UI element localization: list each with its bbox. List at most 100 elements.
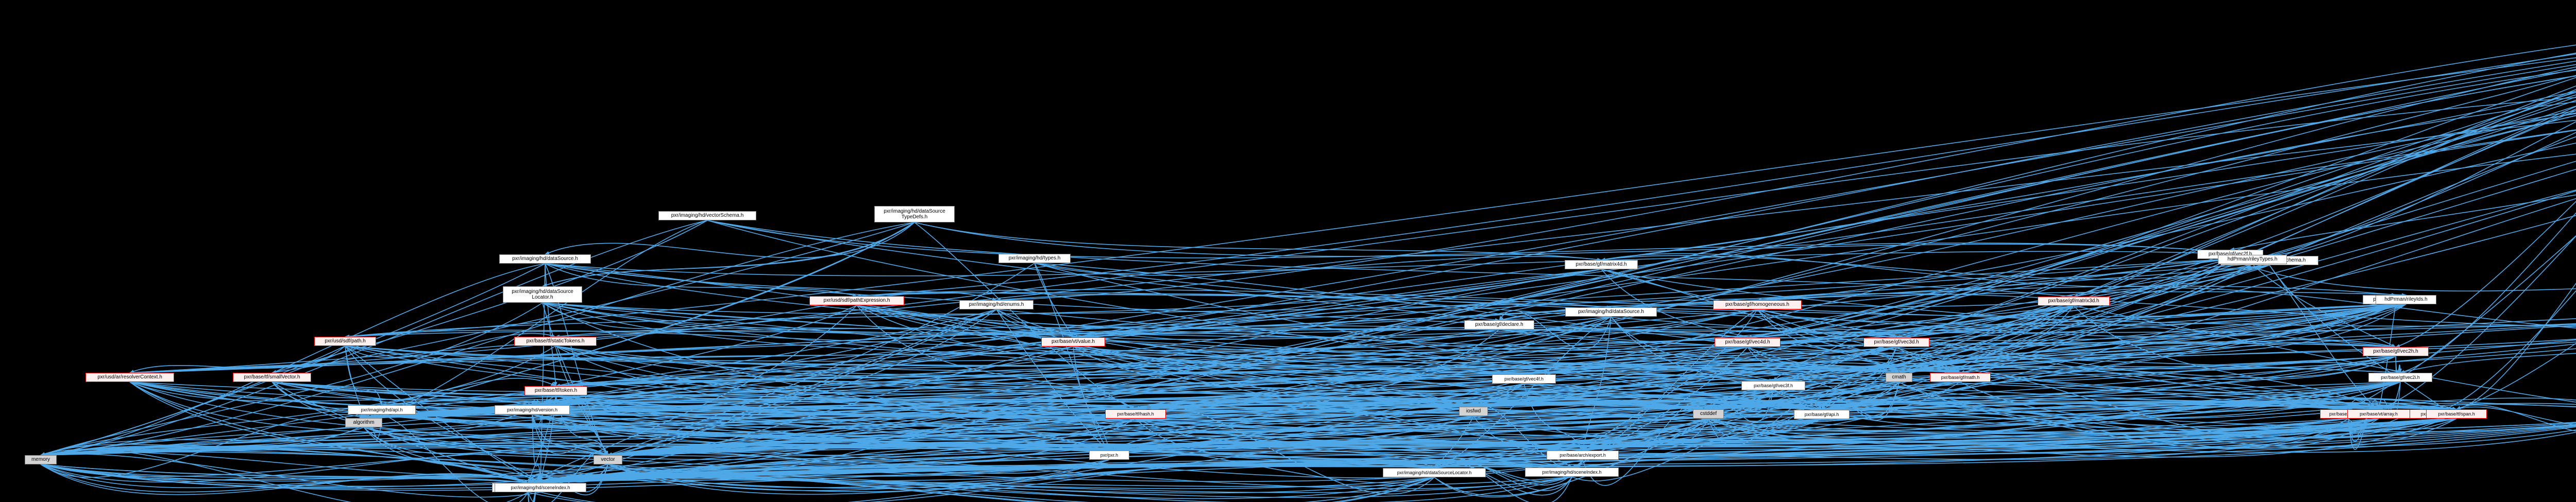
graph-edge [1473, 115, 2576, 408]
graph-node[interactable]: pxr/imaging/hd/types.h [998, 254, 1071, 263]
graph-edge [40, 345, 346, 456]
graph-edge [129, 382, 2445, 411]
graph-node[interactable]: pxr/imaging/hd/vectorSchema.h [658, 211, 756, 220]
graph-edge [1747, 92, 2576, 339]
graph-edge [607, 458, 1435, 495]
graph-edge [1523, 365, 2401, 412]
graph-node[interactable]: pxr/base/gf/api.h [1794, 410, 1850, 419]
graph-node[interactable]: pxr/imaging/hd/version.h [495, 405, 570, 414]
graph-edge [2073, 287, 2576, 328]
graph-edge [545, 251, 2253, 276]
graph-edge [555, 345, 1961, 376]
graph-node[interactable]: pxr/base/tf/token.h [524, 386, 587, 395]
graph-edge [129, 97, 2576, 375]
graph-node[interactable]: pxr/imaging/hd/enums.h [959, 300, 1033, 309]
graph-node[interactable]: cstddef [1693, 409, 1724, 419]
graph-node[interactable]: vector [594, 455, 622, 464]
graph-node[interactable]: pxr/base/gf/vec4d.h [1715, 338, 1781, 347]
graph-edge [345, 269, 1602, 338]
graph-edge [555, 305, 2074, 388]
graph-edge [1571, 85, 2576, 469]
graph-node[interactable]: pxr/base/gf/vec2h.h [2363, 347, 2429, 356]
graph-edge [40, 448, 529, 502]
graph-edge [1708, 258, 2231, 410]
graph-edge [1899, 367, 2349, 439]
graph-node[interactable]: pxr/base/gf/matrix4d.h [1565, 260, 1638, 269]
graph-edge [1135, 304, 2396, 411]
graph-node[interactable]: pxr/base/vt/array.h [2347, 409, 2410, 419]
graph-edge [2230, 258, 2576, 292]
graph-node[interactable]: pxr/imaging/hd/dataSource.h [499, 254, 591, 264]
graph-edge [1473, 403, 2379, 430]
graph-edge [1611, 316, 1900, 373]
graph-edge [555, 347, 1897, 388]
graph-edge [345, 333, 556, 358]
graph-edge [707, 220, 1822, 411]
graph-edge [1571, 407, 1822, 481]
graph-node[interactable]: pxr/imaging/hd/dataSourceLocator.h [1383, 468, 1486, 477]
graph-node[interactable]: pxr/base/gf/homogeneous.h [1713, 300, 1802, 309]
graph-node[interactable]: pxr/base/arch/export.h [1547, 451, 1619, 460]
graph-node[interactable]: pxr/usd/sdf/pathExpression.h [809, 296, 904, 305]
graph-edge [363, 382, 2401, 420]
graph-node[interactable]: pxr/base/tf/hash.h [1105, 409, 1166, 419]
graph-node[interactable]: pxr/imaging/hd/dataSource Locator.h [503, 286, 582, 303]
graph-edge [528, 478, 542, 502]
graph-edge [607, 347, 1748, 457]
graph-edge [363, 316, 1612, 420]
graph-node[interactable]: pxr/imaging/hd/dataSource TypeDefs.h [874, 206, 955, 222]
graph-edge [1708, 405, 2379, 434]
graph-node[interactable]: hdPrman/rileyIds.h [2376, 295, 2436, 304]
graph-edge [1821, 407, 2445, 426]
graph-node[interactable]: pxr/usd/ar/resolverContext.h [86, 373, 174, 382]
graph-node[interactable]: pxr/base/gf/matrix3d.h [2038, 297, 2110, 306]
graph-node[interactable]: pxr/base/gf/vec2i.h [2368, 373, 2432, 382]
graph-node[interactable]: pxr/base/tf/span.h [2426, 409, 2487, 419]
graph-edge [607, 451, 1572, 489]
graph-edge [1611, 316, 1822, 410]
graph-edge [555, 113, 2576, 388]
graph-node[interactable]: pxr/base/gf/vec3d.h [1863, 338, 1929, 347]
graph-node[interactable]: cmath [1886, 373, 1912, 382]
graph-edge [540, 368, 1900, 502]
graph-node[interactable]: pxr/base/tf/smallVector.h [233, 373, 311, 382]
graph-node[interactable]: hdPrman/rileyTypes.h [2218, 255, 2287, 264]
graph-edge [1708, 264, 2253, 410]
graph-node[interactable]: pxr/pxr.h [1089, 451, 1129, 460]
graph-edge [532, 401, 1822, 442]
graph-node[interactable]: pxr/imaging/hd/dataSource.h [1565, 307, 1657, 317]
graph-node[interactable]: pxr/base/gf/declare.h [1464, 320, 1534, 330]
graph-node[interactable]: pxr/imaging/hd/sceneIndex.h [1525, 468, 1619, 477]
graph-node[interactable]: pxr/base/gf/math.h [1930, 373, 1991, 382]
graph-node[interactable]: algorithm [345, 418, 382, 427]
graph-edge [40, 424, 2576, 457]
graph-edge [40, 464, 529, 493]
graph-edge [2456, 283, 2576, 410]
graph-edge [129, 345, 346, 373]
graph-edge [2269, 132, 2576, 257]
graph-edge [1135, 265, 2270, 411]
graph-node[interactable]: pxr/imaging/hd/api.h [348, 405, 416, 414]
graph-node[interactable]: pxr/base/tf/staticTokens.h [514, 337, 597, 346]
graph-edge [1899, 108, 2576, 374]
graph-edge [528, 475, 542, 502]
graph-edge [555, 304, 2396, 388]
graph-node[interactable]: pxr/base/gf/vec3f.h [1741, 381, 1805, 390]
graph-node[interactable]: pxr/base/gf/vec4f.h [1492, 374, 1556, 384]
graph-node[interactable]: pxr/imaging/hd/sceneIndex.h [495, 483, 586, 492]
graph-edge [1109, 112, 2576, 452]
graph-edge [1821, 198, 2576, 411]
graph-node[interactable]: iosfwd [1459, 407, 1488, 416]
graph-edge [1773, 168, 2576, 383]
graph-edge [555, 309, 1758, 338]
graph-edge [555, 305, 857, 387]
graph-node[interactable]: memory [25, 455, 57, 464]
graph-edge [1073, 346, 1474, 407]
graph-node[interactable]: pxr/base/vt/value.h [1041, 337, 1105, 347]
graph-edge [996, 293, 2406, 326]
graph-edge [1747, 77, 2576, 339]
graph-edge [1773, 189, 2576, 383]
graph-edge [1135, 404, 1435, 495]
graph-node[interactable]: pxr/usd/sdf/path.h [314, 337, 376, 346]
